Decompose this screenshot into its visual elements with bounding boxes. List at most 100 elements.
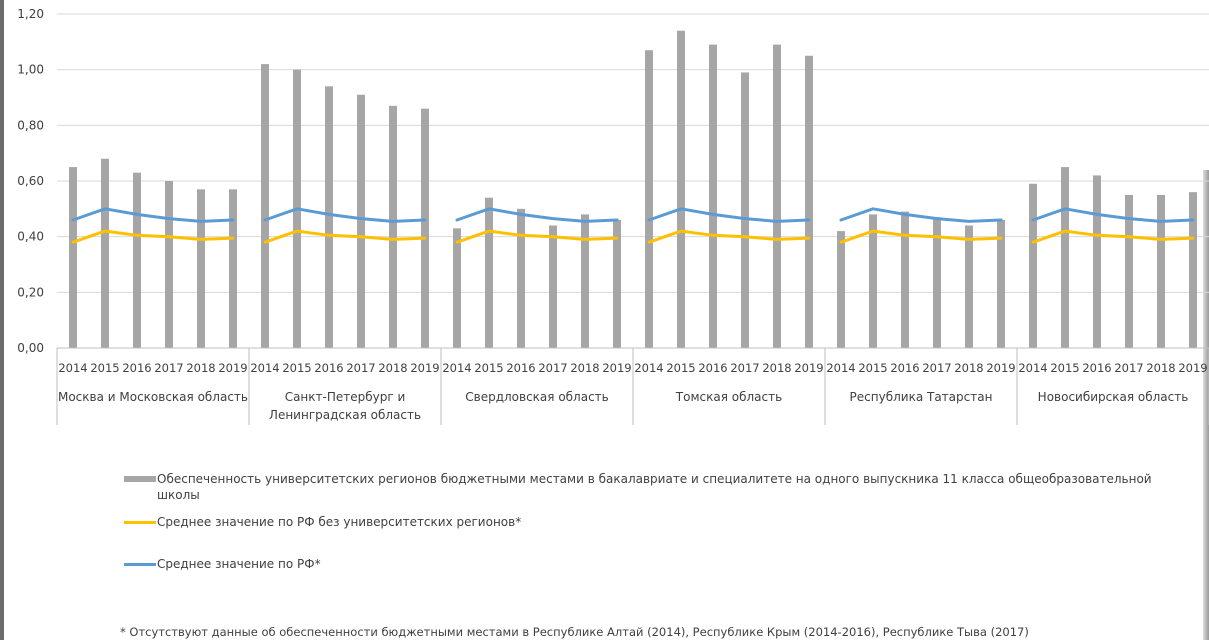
bar [773, 44, 781, 348]
x-tick-label: 2014 [1018, 361, 1047, 375]
bar [453, 228, 461, 348]
bar [837, 231, 845, 348]
gridlines [57, 13, 1209, 293]
bar [229, 189, 237, 348]
x-tick-label: 2014 [442, 361, 471, 375]
x-tick-label: 2014 [826, 361, 855, 375]
bar [677, 30, 685, 348]
x-tick-label: 2017 [730, 361, 759, 375]
bar [357, 94, 365, 348]
x-tick-label: 2017 [1114, 361, 1143, 375]
x-tick-label: 2019 [986, 361, 1015, 375]
x-axis: 2014 2015 2016 2017 2018 2019 2014 2015 2016 2017… [56, 347, 1209, 425]
bar [1093, 175, 1101, 348]
bar [517, 208, 525, 348]
bar [997, 219, 1005, 348]
x-tick-label: 2019 [794, 361, 823, 375]
bar [709, 44, 717, 348]
group-label: Новосибирская область [1038, 390, 1189, 404]
x-tick-label: 2015 [474, 361, 503, 375]
x-tick-label: 2016 [890, 361, 919, 375]
x-tick-label: 2014 [58, 361, 87, 375]
bar [933, 217, 941, 348]
series-line [1031, 229, 1195, 244]
y-tick-label: 1,00 [17, 63, 44, 77]
x-tick-label: 2019 [218, 361, 247, 375]
series-line [263, 207, 427, 223]
legend-swatch-bars [124, 476, 156, 482]
bar [1125, 194, 1133, 348]
y-tick-label: 0,80 [17, 118, 44, 132]
bar [421, 108, 429, 348]
bar [389, 105, 397, 348]
legend-swatch-blue-line [124, 563, 156, 566]
bar [965, 225, 973, 348]
series-line [71, 207, 235, 223]
x-tick-label: 2017 [538, 361, 567, 375]
x-tick-label: 2014 [634, 361, 663, 375]
bar [165, 181, 173, 348]
legend-label-yellow-line: Среднее значение по РФ без университетск… [157, 515, 522, 529]
legend-swatch-yellow-line [124, 521, 156, 524]
x-tick-label: 2018 [186, 361, 215, 375]
x-tick-label: 2019 [602, 361, 631, 375]
bar [197, 189, 205, 348]
y-tick-label: 0,20 [17, 285, 44, 299]
bar-series [69, 30, 1197, 349]
x-tick-label: 2018 [954, 361, 983, 375]
x-tick-label: 2015 [666, 361, 695, 375]
bar [133, 172, 141, 348]
bar [869, 214, 877, 348]
bar [549, 225, 557, 348]
x-tick-label: 2016 [314, 361, 343, 375]
x-tick-label: 2018 [570, 361, 599, 375]
series-line [839, 229, 1003, 244]
x-tick-label: 2018 [1146, 361, 1175, 375]
series-line [647, 229, 811, 244]
bar [581, 214, 589, 348]
bar [1189, 192, 1197, 348]
group-label: Ленинградская область [269, 408, 421, 422]
x-tick-label: 2019 [1178, 361, 1207, 375]
bar [261, 64, 269, 348]
bar [645, 50, 653, 348]
x-tick-label: 2016 [122, 361, 151, 375]
bar [1061, 167, 1069, 348]
x-tick-label: 2019 [410, 361, 439, 375]
x-tick-label: 2016 [1082, 361, 1111, 375]
bar [1029, 183, 1037, 348]
x-tick-label: 2017 [346, 361, 375, 375]
bar [485, 197, 493, 348]
series-line [263, 229, 427, 244]
y-tick-label: 0,40 [17, 230, 44, 244]
series-line [71, 229, 235, 244]
legend-label-blue-line: Среднее значение по РФ* [157, 557, 321, 571]
legend-item-rf-average: Среднее значение по РФ* [124, 556, 1184, 574]
bar [325, 86, 333, 348]
group-label: Томская область [675, 390, 782, 404]
window-border-right [1203, 170, 1209, 640]
line-series [71, 207, 1195, 244]
group-label: Москва и Московская область [58, 390, 248, 404]
x-tick-label: 2015 [1050, 361, 1079, 375]
footnote: * Отсутствуют данные об обеспеченности б… [120, 625, 1029, 639]
x-tick-label: 2015 [282, 361, 311, 375]
x-tick-label: 2015 [90, 361, 119, 375]
x-tick-label: 2016 [506, 361, 535, 375]
bar [101, 158, 109, 348]
bar [805, 55, 813, 348]
y-axis-ticks: 0,00 0,20 0,40 0,60 0,80 1,00 1,20 [17, 7, 44, 355]
series-line [455, 207, 619, 223]
bar [741, 72, 749, 348]
x-tick-label: 2014 [250, 361, 279, 375]
x-tick-label: 2017 [154, 361, 183, 375]
y-tick-label: 1,20 [17, 7, 44, 21]
bar [69, 167, 77, 348]
group-label: Республика Татарстан [850, 390, 993, 404]
series-line [647, 207, 811, 223]
y-tick-label: 0,60 [17, 174, 44, 188]
x-tick-label: 2015 [858, 361, 887, 375]
window-border-left [0, 0, 4, 640]
legend-item-rf-average-without-university: Среднее значение по РФ без университетск… [124, 514, 1184, 532]
x-tick-label: 2016 [698, 361, 727, 375]
